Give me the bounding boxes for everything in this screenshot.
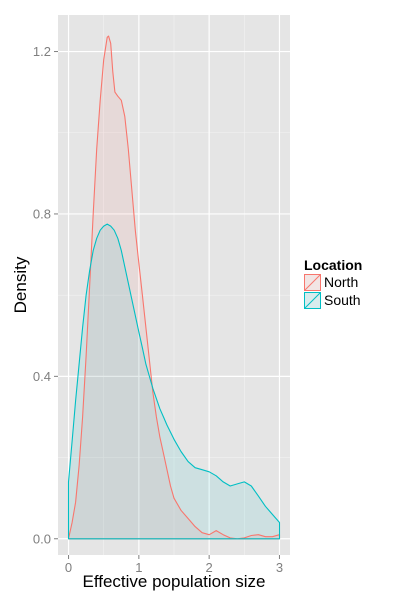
legend-key-diagonal [304, 292, 321, 309]
axis-ticks [54, 51, 280, 559]
y-tick-label: 0.8 [33, 206, 51, 221]
y-axis-tick-labels: 0.0 0.4 0.8 1.2 [33, 44, 51, 546]
legend-key-diagonal [304, 274, 321, 291]
density-areas [68, 36, 280, 539]
legend-title: Location [304, 257, 362, 273]
density-area-north [68, 36, 280, 539]
legend: Location North South [303, 257, 362, 310]
x-tick-label: 1 [135, 560, 142, 575]
density-lines [67, 35, 281, 540]
x-tick-label: 0 [65, 560, 72, 575]
y-tick-label: 0.0 [33, 531, 51, 546]
x-tick-label: 3 [276, 560, 283, 575]
density-area-south [68, 224, 280, 539]
legend-label-north: North [324, 274, 358, 290]
minor-gridlines [58, 15, 290, 555]
y-tick-label: 1.2 [33, 44, 51, 59]
x-tick-label: 2 [206, 560, 213, 575]
legend-label-south: South [324, 292, 361, 308]
y-tick-label: 0.4 [33, 369, 51, 384]
density-line-south [67, 223, 281, 540]
y-axis-title: Density [11, 256, 30, 313]
x-axis-title: Effective population size [82, 572, 265, 591]
x-axis-tick-labels: 0 1 2 3 [65, 560, 283, 575]
